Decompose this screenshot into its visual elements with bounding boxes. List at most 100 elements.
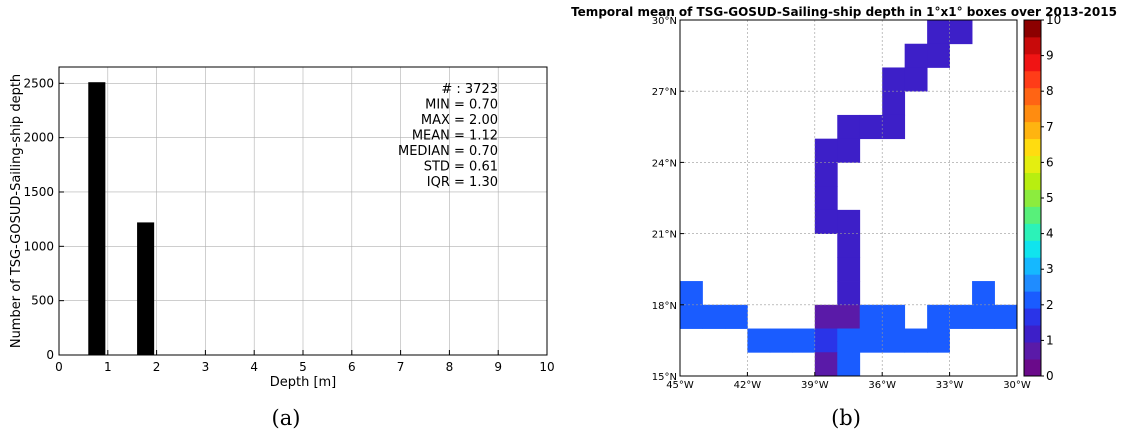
colorbar-segment: [1024, 172, 1041, 190]
heatmap-y-tick-label: 30°N: [652, 16, 677, 27]
histogram-x-tick-label: 2: [153, 360, 161, 374]
heatmap-y-tick-label: 21°N: [652, 230, 677, 241]
histogram-bars: [88, 82, 155, 356]
colorbar-segment: [1024, 342, 1041, 360]
heatmap-cell: [769, 328, 793, 353]
heatmap-cell: [837, 304, 861, 329]
heatmap-cell: [882, 91, 906, 116]
colorbar-segment: [1024, 257, 1041, 275]
heatmap-cell: [837, 281, 861, 306]
heatmap-cell: [927, 43, 950, 68]
heatmap-cells: [680, 20, 1018, 377]
heatmap-y-tick-label: 27°N: [652, 87, 677, 98]
colorbar-segment: [1024, 274, 1041, 292]
histogram-x-tick-label: 3: [202, 360, 210, 374]
histogram-bar: [137, 222, 155, 355]
heatmap-cell: [949, 304, 973, 329]
colorbar-tick-label: 10: [1046, 13, 1061, 27]
heatmap-cell: [927, 328, 950, 353]
heatmap-cell: [972, 281, 995, 306]
histogram-x-tick-label: 0: [55, 360, 63, 374]
heatmap-x-tick-label: 45°W: [666, 380, 694, 391]
panel-caption-a: (a): [272, 406, 301, 430]
heatmap-y-tick-label: 24°N: [652, 158, 677, 169]
colorbar-segment: [1024, 138, 1041, 157]
heatmap-y-tick-label: 18°N: [652, 301, 677, 312]
histogram-x-label: Depth [m]: [270, 375, 337, 390]
colorbar-segment: [1024, 53, 1041, 72]
colorbar-segment: [1024, 223, 1041, 241]
heatmap-cell: [747, 328, 771, 353]
histogram-x-tick-label: 9: [494, 360, 502, 374]
histogram-x-tick-label: 5: [299, 360, 307, 374]
heatmap-cell: [859, 304, 883, 329]
heatmap-cell: [837, 352, 861, 377]
panel-caption-b: (b): [831, 406, 861, 430]
heatmap-cell: [837, 257, 861, 282]
histogram-y-tick-label: 1000: [23, 239, 54, 253]
heatmap-cell: [882, 304, 906, 329]
histogram-x-tick-label: 1: [104, 360, 112, 374]
colorbar-segment: [1024, 206, 1041, 224]
stats-line: MIN = 0.70: [425, 98, 498, 113]
heatmap-cell: [837, 114, 861, 140]
heatmap-x-tick-label: 36°W: [868, 380, 896, 391]
heatmap-cell: [859, 328, 883, 353]
heatmap-cell: [949, 20, 973, 45]
histogram-x-tick-label: 10: [539, 360, 554, 374]
heatmap-y-ticks: 15°N 18°N 21°N 24°N 27°N 30°N: [652, 16, 684, 383]
colorbar-tick-label: 2: [1046, 298, 1054, 312]
heatmap-cell: [814, 352, 838, 377]
heatmap-cell: [702, 304, 726, 329]
heatmap-x-tick-label: 42°W: [734, 380, 762, 391]
heatmap-cell: [972, 304, 995, 329]
colorbar-segment: [1024, 325, 1041, 343]
heatmap-cell: [927, 304, 950, 329]
heatmap-panel: Temporal mean of TSG-GOSUD-Sailing-ship …: [571, 5, 1117, 430]
heatmap-cell: [814, 328, 838, 353]
histogram-y-tick-label: 0: [46, 348, 54, 362]
colorbar-tick-label: 3: [1046, 262, 1054, 276]
colorbar-tick-label: 0: [1046, 369, 1054, 383]
histogram-bar: [88, 82, 106, 356]
histogram-x-tick-label: 8: [446, 360, 454, 374]
heatmap-cell: [882, 67, 906, 92]
colorbar-segment: [1024, 87, 1041, 106]
colorbar: 0 1 2 3 4 5 6 7 8 9 10: [1023, 13, 1061, 383]
heatmap-x-tick-label: 33°W: [936, 380, 964, 391]
colorbar-tick-label: 5: [1046, 191, 1054, 205]
stats-line: MEAN = 1.12: [412, 129, 498, 144]
stats-line: IQR = 1.30: [427, 175, 498, 190]
heatmap-cell: [814, 304, 838, 329]
histogram-panel: 0 1 2 3 4 5 6 7 8 9 10 0 500 1000 1500 2000 2500 # : 37…: [9, 66, 555, 430]
heatmap-cell: [792, 328, 816, 353]
stats-line: STD = 0.61: [424, 160, 498, 175]
heatmap-cell: [814, 186, 838, 211]
heatmap-frame: [679, 19, 1018, 377]
histogram-x-ticks: 0 1 2 3 4 5 6 7 8 9 10: [55, 350, 555, 374]
histogram-y-tick-label: 500: [31, 294, 54, 308]
heatmap-cell: [814, 162, 838, 187]
colorbar-segment: [1024, 359, 1041, 377]
heatmap-x-tick-label: 30°W: [1003, 380, 1031, 391]
heatmap-cell: [904, 67, 928, 92]
colorbar-segment: [1024, 104, 1041, 123]
colorbar-segment: [1024, 240, 1041, 258]
stats-line: # : 3723: [441, 82, 498, 97]
heatmap-cell: [882, 328, 906, 353]
heatmap-cell: [994, 304, 1018, 329]
colorbar-segment: [1024, 20, 1041, 38]
heatmap-cell: [904, 328, 928, 353]
histogram-y-tick-label: 2500: [23, 76, 54, 90]
histogram-y-ticks: 0 500 1000 1500 2000 2500: [23, 76, 64, 362]
heatmap-cell: [814, 138, 838, 163]
heatmap-y-tick-label: 15°N: [652, 372, 677, 383]
histogram-y-tick-label: 1500: [23, 185, 54, 199]
heatmap-cell: [680, 281, 703, 306]
heatmap-grid: [680, 20, 1017, 376]
heatmap-cell: [859, 114, 883, 140]
heatmap-cell: [882, 114, 906, 140]
heatmap-cell: [837, 233, 861, 258]
histogram-x-tick-label: 6: [348, 360, 356, 374]
